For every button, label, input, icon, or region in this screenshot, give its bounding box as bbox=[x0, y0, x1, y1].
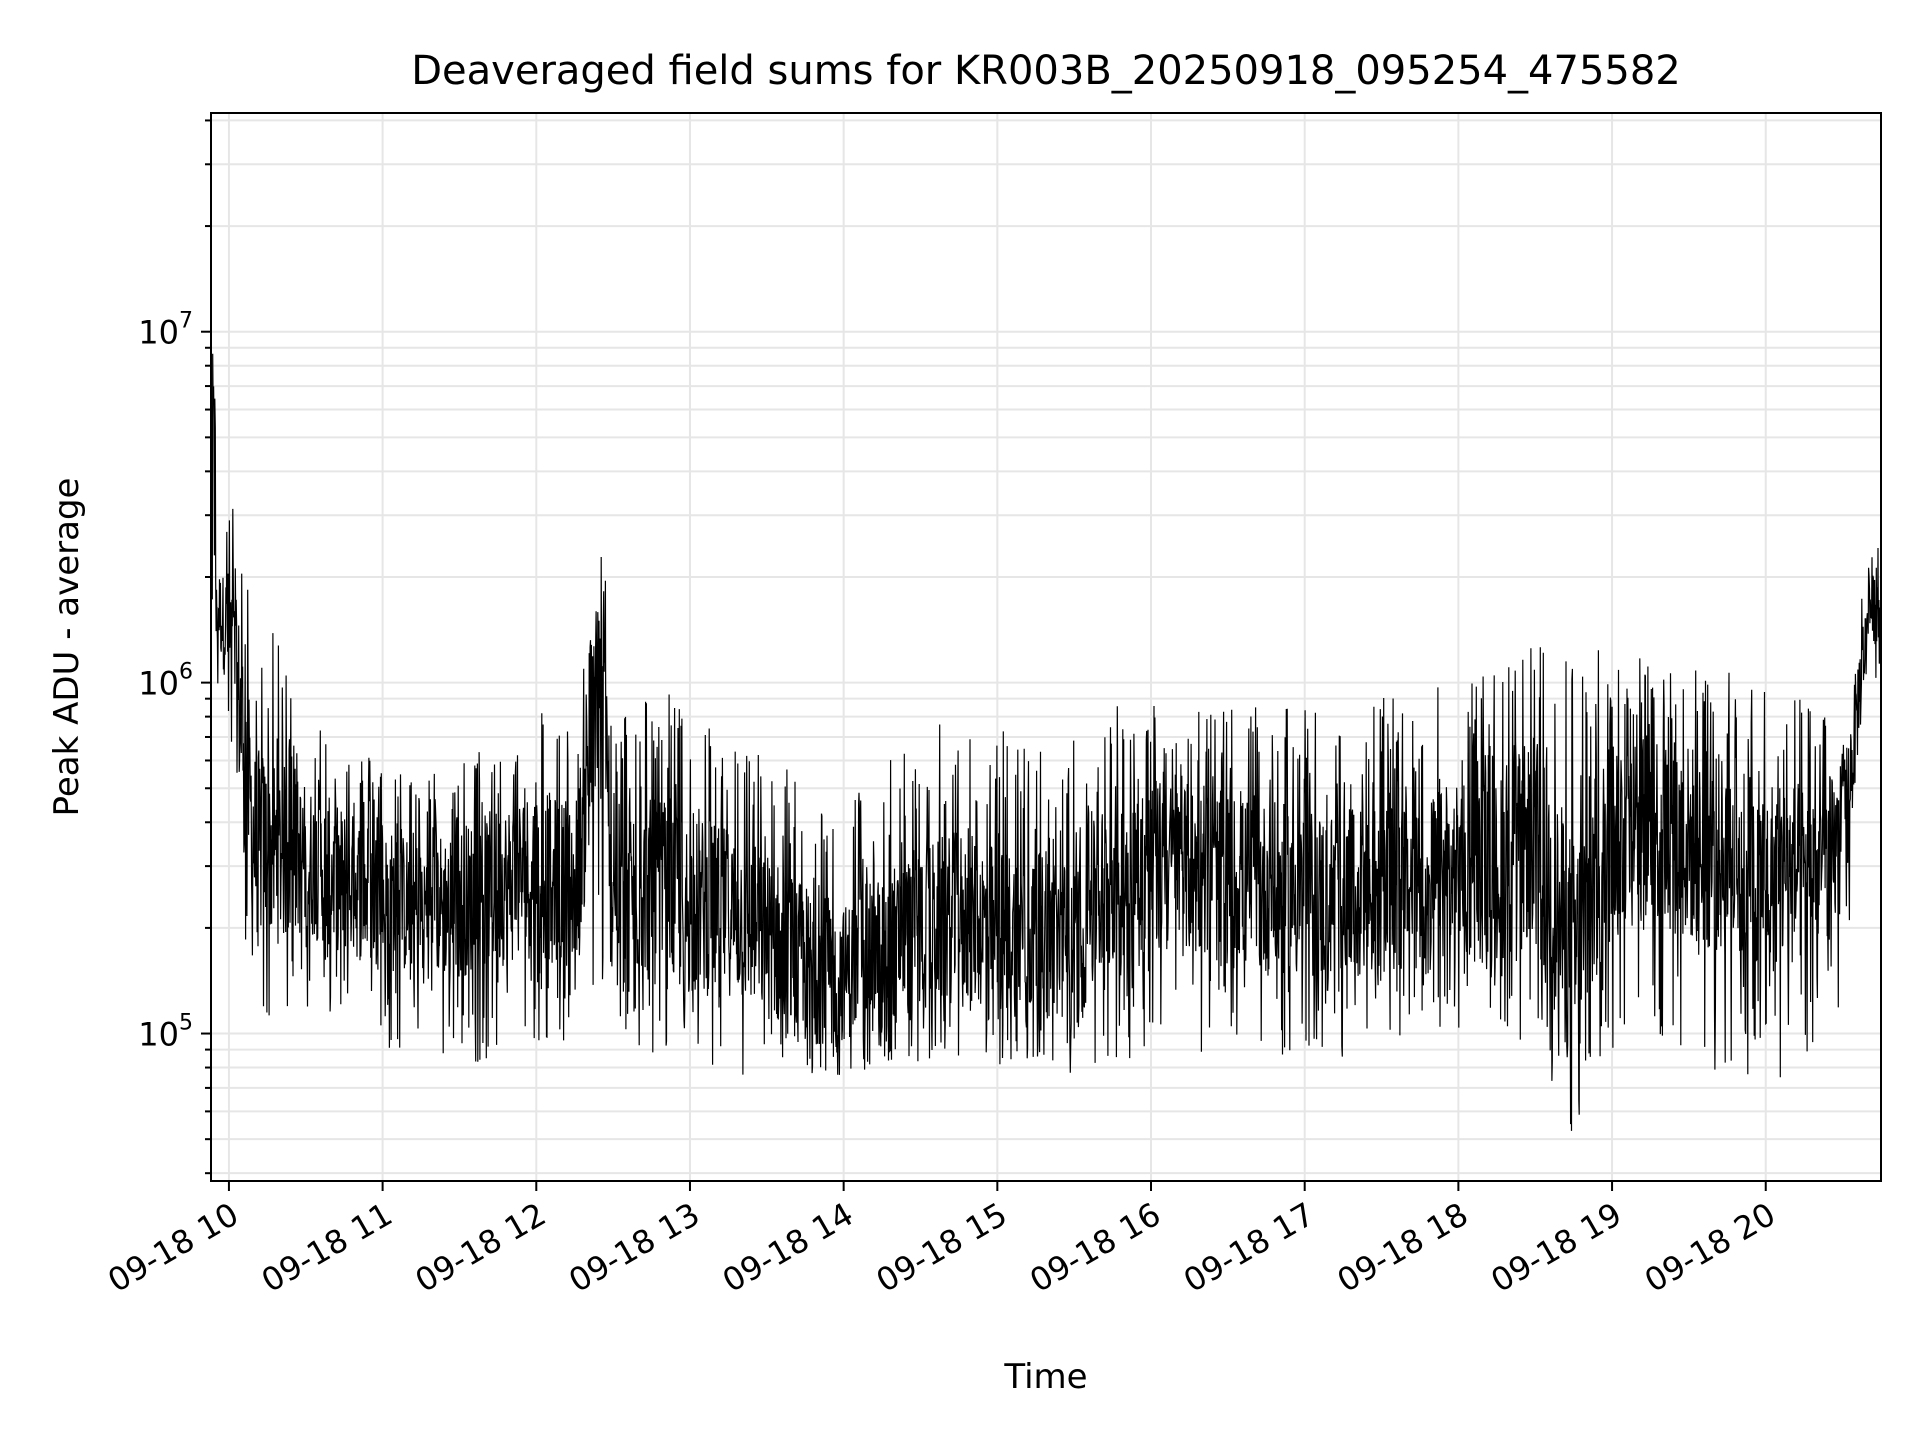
x-axis-label: Time bbox=[1003, 1357, 1087, 1397]
plot-frame bbox=[210, 112, 1882, 1182]
y-axis-label: Peak ADU - average bbox=[47, 478, 87, 817]
y-tick-label: 107 bbox=[138, 309, 193, 352]
y-tick-label: 106 bbox=[138, 660, 193, 703]
series-line bbox=[211, 353, 1881, 1131]
chart-title: Deaveraged field sums for KR003B_2025091… bbox=[411, 48, 1681, 94]
y-axis: 105 106 107 bbox=[138, 119, 211, 1175]
y-tick-label: 105 bbox=[138, 1011, 193, 1054]
